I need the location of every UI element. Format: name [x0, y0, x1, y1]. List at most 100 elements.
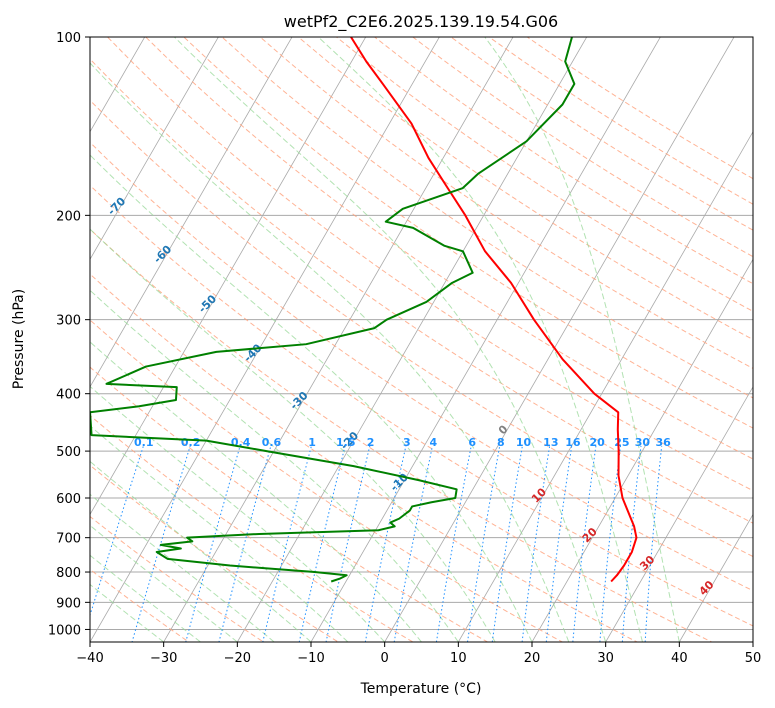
mixing-ratio-label: 25	[614, 436, 629, 449]
dry-adiabat	[90, 99, 753, 558]
mixing-ratio-line	[572, 445, 597, 642]
mixing-ratio-line	[435, 445, 472, 642]
mixing-ratio-line	[262, 445, 312, 642]
y-axis-label: Pressure (hPa)	[11, 289, 27, 389]
dry-adiabat	[90, 273, 639, 642]
dry-adiabat	[297, 37, 753, 341]
dry-adiabat	[106, 37, 753, 492]
moist-adiabat	[90, 341, 422, 642]
temperature-profile	[350, 37, 638, 583]
y-tick-label: 100	[56, 31, 81, 46]
y-tick-label: 400	[56, 388, 81, 403]
y-tick-label: 900	[56, 596, 81, 611]
moist-adiabat	[90, 154, 533, 642]
mixing-ratio-line	[364, 445, 407, 642]
mixing-ratio-line	[521, 445, 551, 642]
mixing-ratio-label: 0.2	[181, 436, 201, 449]
moist-adiabat	[174, 37, 607, 642]
dewpoint-profile	[90, 37, 576, 583]
isotherm-line	[310, 37, 661, 642]
mixing-ratio-line	[218, 445, 272, 642]
x-tick-label: −20	[224, 651, 251, 666]
x-tick-label: −40	[76, 651, 103, 666]
moist-adiabat	[484, 37, 680, 642]
y-axis: 100 200 300 400 500 600 700 800 900 1000	[48, 31, 90, 638]
isotherm-line	[90, 37, 440, 642]
y-tick-label: 500	[56, 445, 81, 460]
y-tick-label: 700	[56, 532, 81, 547]
dry-adiabat	[90, 414, 414, 642]
mixing-ratio-line	[545, 445, 573, 642]
dry-adiabat	[90, 464, 340, 642]
mixing-ratio-label: 1	[308, 436, 316, 449]
mixing-ratio-label: 13	[543, 436, 558, 449]
y-tick-label: 1000	[48, 623, 81, 638]
mixing-ratio-label: 2	[367, 436, 375, 449]
moist-adiabat	[90, 289, 459, 642]
mixing-ratio-label: 20	[590, 436, 606, 449]
x-axis: −40 −30 −20 −10 0 10 20 30 40 50	[76, 642, 761, 666]
dry-adiabat	[373, 37, 753, 285]
x-tick-label: −10	[297, 651, 324, 666]
sounding-profiles	[90, 37, 638, 583]
dry-adiabat	[144, 37, 753, 460]
isotherm-line	[90, 37, 293, 388]
moist-adiabat	[90, 583, 164, 642]
mixing-ratio-line	[393, 445, 433, 642]
isotherm-line	[90, 37, 367, 516]
y-tick-label: 300	[56, 314, 81, 329]
moist-adiabat-lines	[90, 37, 680, 642]
isotherm-line	[236, 37, 588, 642]
moist-adiabat	[90, 385, 386, 642]
mixing-ratio-label: 16	[565, 436, 581, 449]
dry-adiabat	[90, 568, 190, 642]
x-tick-label: 0	[381, 651, 389, 666]
isotherm-line	[90, 37, 219, 261]
dry-adiabat	[90, 184, 753, 627]
mixing-ratio-label: 0.6	[262, 436, 282, 449]
mixing-ratio-line	[491, 445, 523, 642]
mixing-ratio-label: 10	[516, 436, 532, 449]
x-tick-label: 10	[450, 651, 467, 666]
mixing-ratio-line	[621, 445, 642, 642]
y-tick-label: 600	[56, 492, 81, 507]
chart-title: wetPf2_C2E6.2025.139.19.54.G06	[284, 12, 558, 32]
y-tick-label: 200	[56, 209, 81, 224]
mixing-ratio-label: 36	[655, 436, 671, 449]
mixing-ratio-label: 0.1	[134, 436, 154, 449]
mixing-ratio-label: 4	[430, 436, 438, 449]
mixing-ratio-line	[599, 445, 622, 642]
y-tick-label: 800	[56, 566, 81, 581]
x-axis-label: Temperature (°C)	[360, 681, 482, 697]
dry-adiabat	[90, 366, 489, 642]
dry-adiabat	[335, 37, 753, 312]
mixing-ratio-label: 30	[635, 436, 651, 449]
moist-adiabat	[90, 62, 570, 642]
mixing-ratio-line	[467, 445, 501, 642]
mixing-ratio-lines	[90, 445, 663, 642]
mixing-ratio-label: 1.5	[336, 436, 356, 449]
moist-adiabat	[90, 554, 201, 642]
isotherm-lines	[90, 37, 753, 642]
dry-adiabat	[90, 228, 713, 642]
mixing-ratio-label: 6	[468, 436, 476, 449]
mixing-ratio-line	[185, 445, 241, 642]
moist-adiabat	[317, 37, 643, 642]
moist-adiabat	[90, 524, 238, 642]
dry-adiabat	[90, 141, 753, 592]
x-tick-label: 40	[671, 651, 688, 666]
plot-frame	[89, 36, 754, 643]
x-tick-label: −30	[150, 651, 177, 666]
dry-adiabat	[90, 319, 564, 642]
isotherm-line	[163, 37, 514, 642]
dry-adiabat	[90, 58, 753, 524]
x-tick-label: 30	[597, 651, 614, 666]
isotherm-line	[90, 37, 146, 133]
plot-area: -100-90-80-70-60-50-40-30-20-10010203040…	[90, 37, 753, 642]
isotherm-line	[457, 130, 753, 642]
x-tick-label: 20	[524, 651, 541, 666]
moist-adiabat	[90, 493, 275, 642]
mixing-ratio-line	[325, 445, 371, 642]
mixing-ratio-label: 3	[403, 436, 411, 449]
moist-adiabat	[90, 228, 496, 642]
